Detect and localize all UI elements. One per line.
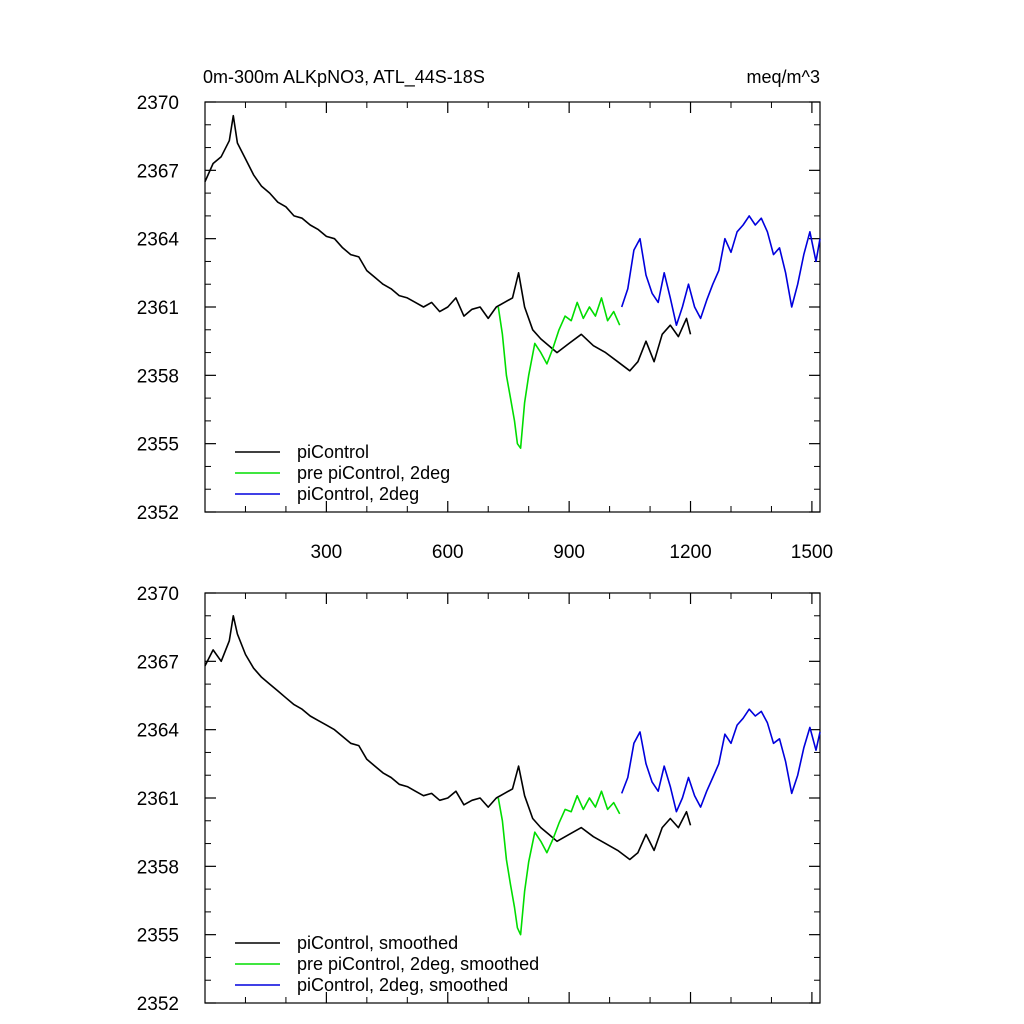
y-tick-label: 2355 [137,926,179,947]
legend-label-0: piControl [297,442,369,462]
series-line-2 [620,215,821,327]
y-tick-label: 2361 [137,789,179,810]
y-tick-label: 2355 [137,435,179,456]
y-tick-label: 2364 [137,230,180,251]
y-tick-label: 2358 [137,857,179,878]
x-tick-label: 300 [311,542,343,563]
legend-label-0: piControl, smoothed [297,933,458,953]
x-tick-label: 600 [432,542,464,563]
y-tick-label: 2352 [137,503,179,524]
y-tick-label: 2364 [137,721,180,742]
series-line-1 [497,297,621,450]
y-tick-label: 2370 [137,93,179,114]
x-tick-label: 1200 [669,542,711,563]
legend-label-1: pre piControl, 2deg, smoothed [297,954,539,974]
series-line-0 [204,614,692,861]
legend-label-1: pre piControl, 2deg [297,463,450,483]
legend-label-2: piControl, 2deg [297,484,419,504]
chart-title: 0m-300m ALKpNO3, ATL_44S-18S [203,67,485,88]
y-tick-label: 2352 [137,994,179,1015]
x-tick-label: 1500 [791,542,833,563]
y-tick-label: 2367 [137,161,179,182]
y-tick-label: 2367 [137,652,179,673]
units-label: meq/m^3 [747,67,820,87]
y-tick-label: 2358 [137,366,179,387]
series-line-2 [620,708,821,813]
top-panel: 2352 2355 2358 2361 2364 2367 2370 300 600 900 120… [137,93,833,563]
legend-label-2: piControl, 2deg, smoothed [297,975,508,995]
y-tick-label: 2361 [137,298,179,319]
bottom-panel: 2352 2355 2358 2361 2364 2367 2370 piControl, s… [137,584,821,1015]
series-line-0 [204,114,692,372]
series-line-1 [497,790,621,936]
y-tick-label: 2370 [137,584,179,605]
x-tick-label: 900 [553,542,585,563]
